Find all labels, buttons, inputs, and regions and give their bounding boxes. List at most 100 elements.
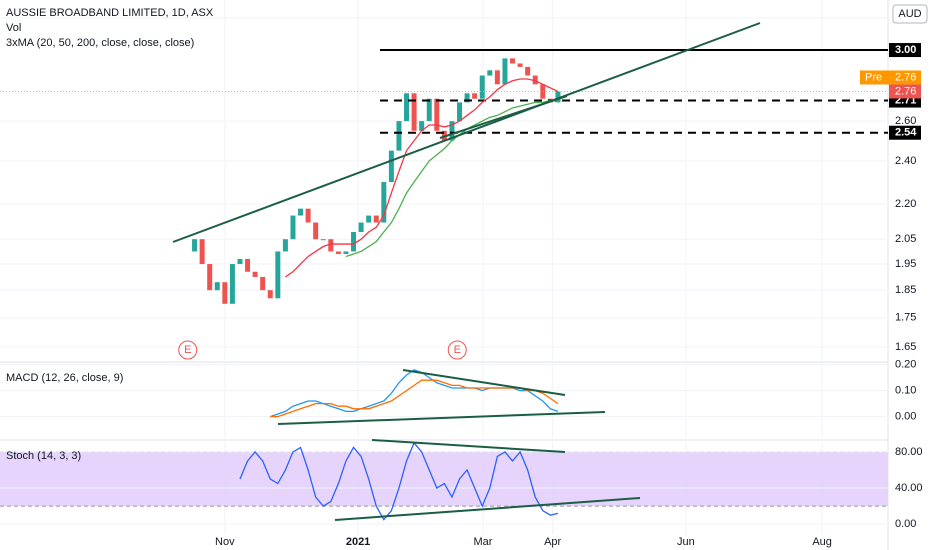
candle xyxy=(290,215,296,240)
candle xyxy=(404,93,410,122)
y-tick-label: 1.65 xyxy=(895,341,916,353)
x-tick-label: Apr xyxy=(544,536,561,548)
candle xyxy=(343,251,349,254)
candle xyxy=(237,258,243,265)
series-line xyxy=(345,99,558,258)
candle xyxy=(351,231,357,252)
candle xyxy=(411,93,417,131)
candle xyxy=(449,121,455,141)
y-tick-label: 2.60 xyxy=(895,115,916,127)
price-tag xyxy=(889,125,921,140)
candle xyxy=(381,182,387,223)
volume-label: Vol xyxy=(6,22,21,34)
candle xyxy=(214,282,220,291)
y-tick-label: 80.00 xyxy=(895,446,923,458)
candle xyxy=(252,271,258,277)
candle xyxy=(267,290,273,299)
candle xyxy=(328,239,334,252)
candle xyxy=(320,239,326,241)
trendline xyxy=(277,411,606,425)
y-tick-label: 1.85 xyxy=(895,284,916,296)
candle xyxy=(457,102,463,122)
pre-label: 2.76 xyxy=(895,71,916,83)
last-price-label: 2.76 xyxy=(895,85,916,97)
ma-label: 3xMA (20, 50, 200, close, close, close) xyxy=(6,37,194,49)
y-tick-label: 2.40 xyxy=(895,155,916,167)
candle xyxy=(275,251,281,299)
y-tick-label: 0.00 xyxy=(895,411,916,423)
candle xyxy=(464,93,470,103)
earnings-marker xyxy=(447,340,467,360)
y-tick-label: 2.05 xyxy=(895,233,916,245)
x-tick-label: Jun xyxy=(677,536,695,548)
x-tick-label: 2021 xyxy=(346,536,370,548)
candle xyxy=(388,150,394,183)
candle xyxy=(282,239,288,252)
candle xyxy=(434,98,440,131)
candle xyxy=(494,70,500,85)
candle xyxy=(517,63,523,67)
series-line xyxy=(285,78,559,278)
candle xyxy=(245,258,251,272)
trendline xyxy=(439,95,568,139)
candle xyxy=(502,58,508,85)
y-tick-label: 0.00 xyxy=(895,518,916,530)
pane-title: Stoch (14, 3, 3) xyxy=(6,450,81,462)
candle xyxy=(366,215,372,223)
trendline xyxy=(172,22,761,243)
chart-title: AUSSIE BROADBAND LIMITED, 1D, ASX xyxy=(6,7,214,19)
candle xyxy=(298,208,304,216)
y-tick-label: 40.00 xyxy=(895,482,923,494)
candle xyxy=(487,70,493,76)
candle xyxy=(525,66,531,76)
y-tick-label: 0.10 xyxy=(895,385,916,397)
y-tick-label: 1.75 xyxy=(895,312,916,324)
earnings-marker xyxy=(178,340,198,360)
trendline xyxy=(334,497,641,521)
candle xyxy=(396,121,402,151)
candle xyxy=(540,84,546,99)
candle xyxy=(555,91,561,103)
pre-tag xyxy=(860,70,921,85)
candle xyxy=(373,215,379,223)
earnings-label: E xyxy=(454,344,461,356)
candle xyxy=(229,264,235,304)
candle xyxy=(222,282,228,304)
candle xyxy=(426,98,432,122)
candle xyxy=(192,239,198,252)
x-tick-label: Aug xyxy=(812,536,832,548)
series-line xyxy=(270,379,559,418)
series-line xyxy=(239,441,559,521)
y-tick-label: 0.20 xyxy=(895,359,916,371)
candle xyxy=(510,58,516,64)
candle xyxy=(472,93,478,99)
currency-box[interactable] xyxy=(892,4,928,24)
last-price-tag xyxy=(889,84,921,99)
candle xyxy=(305,208,311,223)
price-tag xyxy=(889,43,921,58)
candle xyxy=(260,276,266,291)
candle xyxy=(479,75,485,99)
x-tick-label: Mar xyxy=(474,536,493,548)
candle xyxy=(335,251,341,254)
candle xyxy=(532,75,538,85)
stoch-band xyxy=(0,451,888,507)
candle xyxy=(313,222,319,240)
y-tick-label: 2.20 xyxy=(895,198,916,210)
x-tick-label: Nov xyxy=(215,536,235,548)
price-tag-label: 2.54 xyxy=(895,127,917,139)
pre-name: Pre xyxy=(865,71,882,83)
earnings-label: E xyxy=(184,344,191,356)
y-tick-label: 1.95 xyxy=(895,258,916,270)
pane-title: MACD (12, 26, close, 9) xyxy=(6,372,123,384)
candle xyxy=(419,121,425,131)
trendline xyxy=(402,369,566,396)
trendline xyxy=(371,439,566,453)
candle xyxy=(358,222,364,232)
candle xyxy=(199,239,205,265)
candle xyxy=(207,264,213,291)
price-tag-label: 3.00 xyxy=(895,44,916,56)
currency: AUD xyxy=(898,8,921,20)
